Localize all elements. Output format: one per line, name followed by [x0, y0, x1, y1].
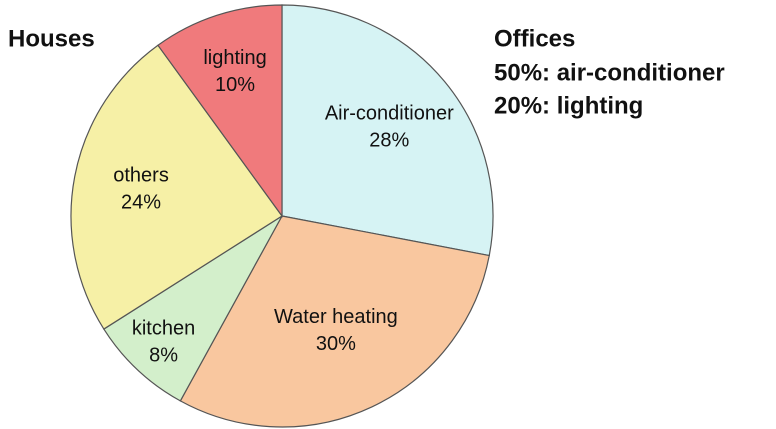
chart-title: Houses: [8, 25, 95, 52]
pie-slice: [179, 215, 490, 428]
slice-label: others: [113, 164, 169, 186]
pie-slice: [281, 4, 494, 257]
annotation: 20%: lighting: [494, 92, 643, 119]
slice-label: Water heating: [274, 306, 398, 328]
pie-slice: [103, 215, 283, 402]
slice-label: Air-conditioner: [325, 103, 454, 125]
pie-slice: [70, 44, 283, 330]
slice-label: lighting: [203, 47, 266, 69]
annotation: Offices: [494, 25, 575, 52]
slice-value: 30%: [316, 333, 356, 355]
pie-slice: [157, 4, 283, 218]
slice-value: 28%: [369, 130, 409, 152]
annotation: 50%: air-conditioner: [494, 59, 725, 86]
slice-label: kitchen: [132, 317, 195, 339]
slice-value: 8%: [149, 344, 178, 366]
slice-value: 24%: [121, 191, 161, 213]
slice-value: 10%: [215, 74, 255, 96]
